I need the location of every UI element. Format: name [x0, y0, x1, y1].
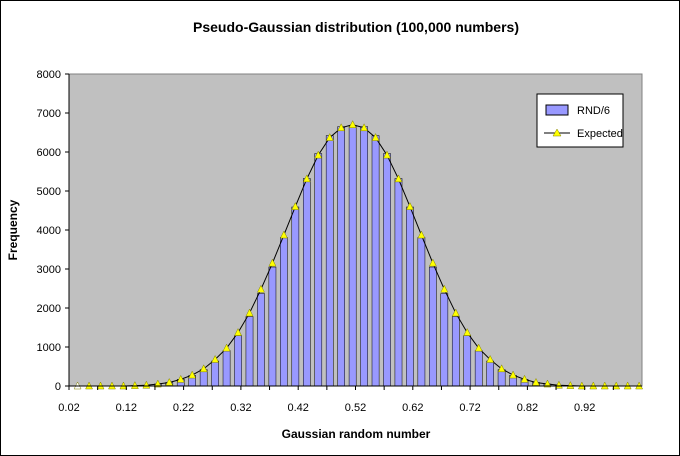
legend-bar-swatch: [545, 104, 569, 116]
bar-rnd6: [383, 153, 391, 387]
expected-point: [291, 202, 300, 210]
bars-layer: [131, 125, 575, 387]
legend-box: [536, 93, 624, 148]
x-tick-label: 0.12: [116, 402, 137, 414]
expected-point: [348, 120, 357, 128]
expected-point: [257, 284, 265, 293]
y-tick-label: 6000: [37, 147, 61, 159]
expected-point: [268, 258, 277, 267]
expected-point: [428, 258, 437, 267]
y-tick-label: 8000: [37, 69, 61, 81]
expected-point: [337, 123, 346, 132]
x-tick-label: 0.62: [402, 402, 423, 414]
bar-rnd6: [417, 237, 426, 387]
bar-rnd6: [245, 316, 254, 387]
legend-triangle-marker: [552, 128, 562, 137]
expected-point: [360, 123, 369, 132]
expected-point: [543, 379, 552, 388]
expected-point: [234, 328, 242, 336]
expected-point: [566, 381, 575, 389]
expected-point: [406, 202, 414, 210]
bar-rnd6: [394, 178, 403, 387]
x-tick-label: 0.92: [574, 402, 595, 414]
y-tick-label: 7000: [37, 108, 61, 120]
expected-point: [302, 174, 311, 183]
bar-rnd6: [486, 360, 494, 387]
bar-rnd6: [429, 266, 437, 387]
y-tick-label: 2000: [37, 303, 61, 315]
bar-rnd6: [268, 266, 277, 387]
x-tick-label: 0.22: [173, 402, 194, 414]
bar-rnd6: [474, 350, 483, 387]
expected-point: [130, 381, 139, 389]
bar-rnd6: [325, 135, 334, 387]
expected-point: [245, 308, 254, 317]
y-axis-title: Frequency: [6, 199, 20, 260]
expected-point: [279, 230, 288, 239]
expected-point: [153, 379, 162, 388]
expected-point: [520, 374, 529, 383]
chart-title: Pseudo-Gaussian distribution (100,000 nu…: [193, 19, 519, 35]
expected-point: [532, 377, 540, 386]
bar-rnd6: [348, 125, 357, 387]
expected-point: [165, 377, 174, 386]
expected-point: [486, 354, 495, 363]
x-tick-label: 0.72: [459, 402, 480, 414]
x-tick-label: 0.82: [517, 402, 538, 414]
bar-rnd6: [280, 237, 288, 387]
expected-point: [394, 174, 403, 183]
expected-point: [509, 370, 517, 379]
bar-rnd6: [314, 153, 323, 387]
expected-point: [440, 284, 449, 293]
bar-rnd6: [257, 293, 265, 387]
expected-point: [188, 370, 197, 379]
expected-point: [417, 230, 426, 239]
x-axis-title: Gaussian random number: [282, 427, 431, 441]
bar-rnd6: [211, 360, 219, 387]
expected-point: [497, 364, 506, 373]
expected-point: [474, 343, 483, 352]
expected-point: [383, 150, 391, 159]
bar-rnd6: [451, 316, 460, 387]
expected-point: [314, 150, 323, 159]
expected-point: [211, 354, 220, 363]
bar-rnd6: [371, 135, 380, 387]
legend-label-rnd6: RND/6: [577, 105, 610, 117]
legend-label-expected: Expected: [577, 128, 623, 140]
x-tick-label: 0.42: [287, 402, 308, 414]
axes-layer: 0 1000 2000 3000 4000 5000 6000 7000 8000 0.02 0.1…: [37, 69, 642, 414]
bar-rnd6: [337, 126, 345, 387]
bar-rnd6: [291, 206, 300, 387]
expected-point: [176, 374, 185, 383]
bar-rnd6: [440, 293, 449, 387]
x-tick-label: 0.32: [230, 402, 251, 414]
bar-rnd6: [360, 126, 368, 387]
legend: RND/6 Expected: [536, 93, 624, 148]
y-tick-label: 4000: [37, 225, 61, 237]
x-tick-label: 0.52: [345, 402, 366, 414]
y-tick-label: 1000: [37, 342, 61, 354]
expected-point: [199, 364, 208, 373]
expected-point: [222, 343, 231, 352]
y-tick-label: 3000: [37, 264, 61, 276]
bar-rnd6: [222, 350, 231, 387]
expected-point: [463, 328, 472, 336]
expected-point: [451, 308, 460, 317]
y-tick-label: 0: [55, 381, 61, 393]
expected-point: [371, 133, 380, 141]
x-tick-label: 0.02: [58, 402, 79, 414]
bar-rnd6: [234, 335, 242, 387]
y-tick-label: 5000: [37, 186, 61, 198]
bar-rnd6: [463, 335, 472, 387]
bar-rnd6: [302, 178, 311, 387]
bar-rnd6: [406, 206, 414, 387]
expected-point: [325, 133, 334, 141]
